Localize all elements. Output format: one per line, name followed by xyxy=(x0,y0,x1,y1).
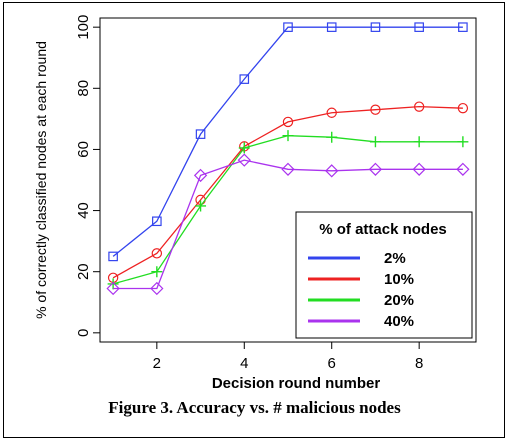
legend-entry: 20% xyxy=(384,292,414,309)
legend-title: % of attack nodes xyxy=(319,221,447,238)
series-line xyxy=(112,26,463,257)
figure-frame xyxy=(3,2,505,438)
plus-marker xyxy=(195,200,207,212)
plus-marker xyxy=(151,266,163,278)
diamond-marker xyxy=(456,162,470,176)
plot-area-frame xyxy=(99,17,477,343)
plus-marker xyxy=(457,136,469,148)
square-marker xyxy=(239,74,250,84)
plus-marker xyxy=(282,130,294,142)
circle-marker xyxy=(413,101,425,112)
y-tick-label: 60 xyxy=(75,141,92,158)
diamond-marker xyxy=(412,162,426,176)
figure-caption: Figure 3. Accuracy vs. # malicious nodes xyxy=(108,398,401,417)
legend-box xyxy=(295,211,473,339)
circle-marker xyxy=(151,248,163,259)
accuracy-line-chart: 0 20 40 60 80 100 2 4 6 8 Decision round number % o… xyxy=(33,15,477,392)
diamond-marker xyxy=(150,281,164,296)
plus-marker xyxy=(369,136,381,148)
square-marker xyxy=(195,129,206,139)
x-tick-label: 8 xyxy=(415,355,423,372)
square-marker xyxy=(370,22,381,32)
diamond-marker xyxy=(325,164,339,178)
series-2pct xyxy=(108,22,468,262)
diamond-marker xyxy=(281,162,295,176)
y-axis-label: % of correctly classified nodes at each … xyxy=(33,41,49,319)
circle-marker xyxy=(457,102,469,114)
diamond-marker xyxy=(237,153,251,167)
y-tick-label: 100 xyxy=(75,15,92,40)
series-line xyxy=(113,159,463,290)
y-tick-label: 40 xyxy=(75,202,92,219)
series-line xyxy=(112,105,463,279)
legend-entry: 10% xyxy=(384,271,414,288)
diamond-marker xyxy=(368,162,383,176)
plus-marker xyxy=(107,278,119,290)
circle-marker xyxy=(370,104,381,115)
diamond-marker xyxy=(106,281,120,296)
x-tick-label: 2 xyxy=(153,355,161,372)
square-marker xyxy=(108,251,118,262)
plus-marker xyxy=(238,142,250,154)
legend: % of attack nodes 2% 10% 20% 40% xyxy=(295,211,473,339)
square-marker xyxy=(458,22,468,32)
series-40pct xyxy=(106,153,470,296)
square-marker xyxy=(326,22,337,32)
square-marker xyxy=(283,22,293,32)
y-tick-label: 20 xyxy=(75,263,92,280)
plus-marker xyxy=(326,131,338,143)
square-marker xyxy=(414,22,424,32)
x-axis-label: Decision round number xyxy=(212,375,381,392)
y-tick-label: 0 xyxy=(75,329,92,337)
diamond-marker xyxy=(193,168,208,183)
legend-entry: 40% xyxy=(384,313,414,330)
legend-entry: 2% xyxy=(384,250,406,267)
x-tick-label: 4 xyxy=(240,355,248,372)
circle-marker xyxy=(282,116,294,128)
x-tick-label: 6 xyxy=(328,355,336,372)
y-tick-label: 80 xyxy=(75,80,92,97)
plus-marker xyxy=(413,136,425,148)
square-marker xyxy=(152,216,162,227)
circle-marker xyxy=(326,107,337,118)
